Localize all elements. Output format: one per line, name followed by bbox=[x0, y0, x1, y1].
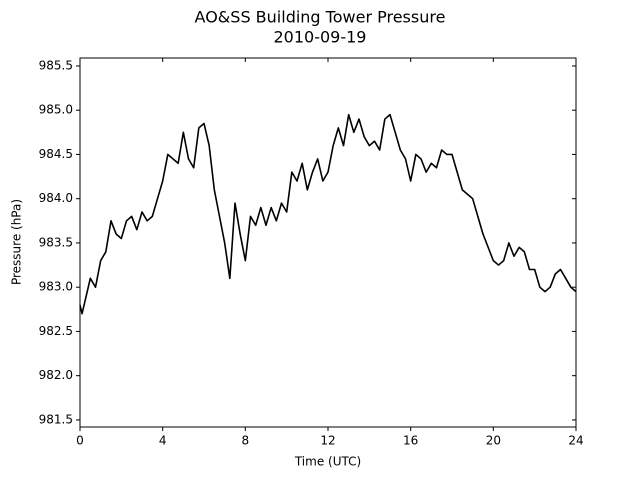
y-tick-label: 983.0 bbox=[39, 280, 73, 294]
y-tick-label: 984.5 bbox=[39, 147, 73, 161]
chart-title: AO&SS Building Tower Pressure bbox=[195, 8, 446, 27]
data-line bbox=[79, 113, 577, 315]
y-axis-label: Pressure (hPa) bbox=[10, 199, 24, 285]
x-tick-label: 16 bbox=[403, 434, 418, 448]
x-tick-label: 20 bbox=[486, 434, 501, 448]
y-tick-label: 985.5 bbox=[39, 58, 73, 72]
x-tick-label: 8 bbox=[242, 434, 250, 448]
x-tick-label: 0 bbox=[76, 434, 84, 448]
chart-subtitle: 2010-09-19 bbox=[274, 28, 367, 47]
y-tick-label: 983.5 bbox=[39, 235, 73, 249]
y-tick-label: 981.5 bbox=[39, 412, 73, 426]
y-tick-label: 984.0 bbox=[39, 191, 73, 205]
y-tick-label: 985.0 bbox=[39, 103, 73, 117]
x-tick-label: 12 bbox=[320, 434, 335, 448]
x-tick-label: 24 bbox=[568, 434, 583, 448]
y-tick-label: 982.5 bbox=[39, 324, 73, 338]
x-axis-label: Time (UTC) bbox=[294, 455, 361, 469]
plot-frame bbox=[79, 57, 577, 428]
x-tick-label: 4 bbox=[159, 434, 167, 448]
y-tick-label: 982.0 bbox=[39, 368, 73, 382]
